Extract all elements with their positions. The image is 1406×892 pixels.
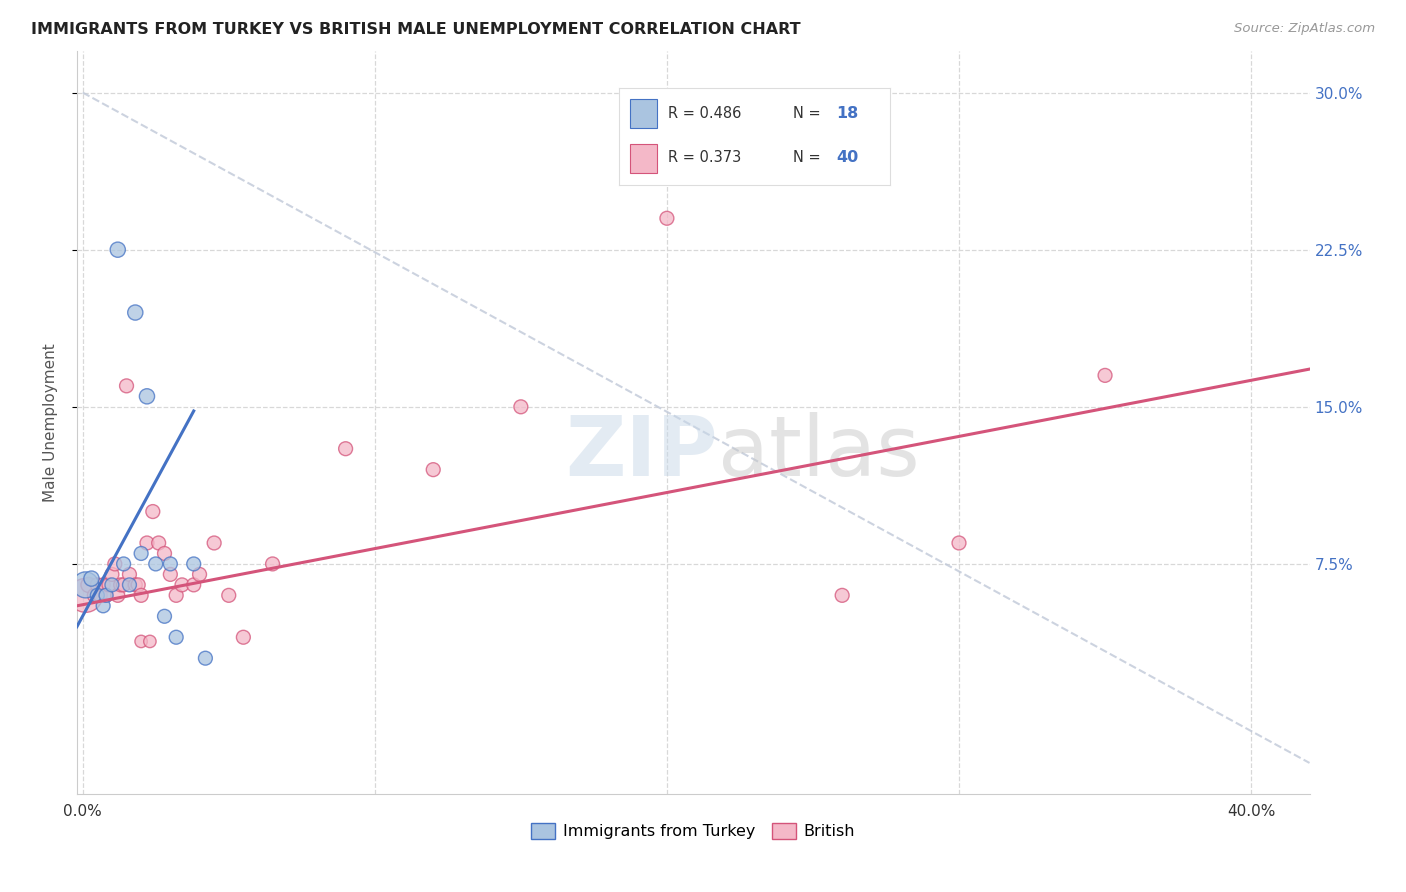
Point [86,578,108,592]
Point [94,588,117,602]
Point [101,578,124,592]
Point [165,630,187,644]
Point [136,536,159,550]
Point [1094,368,1116,383]
Point [118,567,141,582]
Point [159,567,181,582]
Point [655,211,678,226]
Point [202,536,225,550]
Y-axis label: Male Unemployment: Male Unemployment [44,343,58,502]
Point [118,578,141,592]
Point [124,578,146,592]
Point [142,504,165,518]
Point [422,463,444,477]
Point [91,578,114,592]
Point [129,546,152,560]
Point [335,442,357,456]
Point [83,588,105,602]
Point [101,567,124,582]
Point [136,389,159,403]
Text: IMMIGRANTS FROM TURKEY VS BRITISH MALE UNEMPLOYMENT CORRELATION CHART: IMMIGRANTS FROM TURKEY VS BRITISH MALE U… [31,22,800,37]
Point [139,634,162,648]
Point [98,578,121,592]
Point [86,588,108,602]
Point [170,578,193,592]
Legend: Immigrants from Turkey, British: Immigrants from Turkey, British [524,816,862,846]
Point [194,651,217,665]
Point [112,578,135,592]
Point [153,609,176,624]
Point [127,578,149,592]
Point [75,578,97,592]
Point [75,588,97,602]
Text: ZIP: ZIP [565,412,718,492]
Point [831,588,853,602]
Point [218,588,240,602]
Point [145,557,167,571]
Point [80,572,103,586]
Point [129,588,152,602]
Point [77,578,100,592]
Point [153,546,176,560]
Point [188,567,211,582]
Text: Source: ZipAtlas.com: Source: ZipAtlas.com [1234,22,1375,36]
Point [107,243,129,257]
Point [948,536,970,550]
Point [115,379,138,393]
Point [91,599,114,613]
Point [89,588,111,602]
Text: atlas: atlas [718,412,920,492]
Point [262,557,284,571]
Point [232,630,254,644]
Point [104,557,127,571]
Point [159,557,181,571]
Point [107,588,129,602]
Point [165,588,187,602]
Point [112,557,135,571]
Point [94,588,117,602]
Point [124,305,146,319]
Point [110,578,132,592]
Point [183,557,205,571]
Point [129,634,152,648]
Point [183,578,205,592]
Point [148,536,170,550]
Point [509,400,531,414]
